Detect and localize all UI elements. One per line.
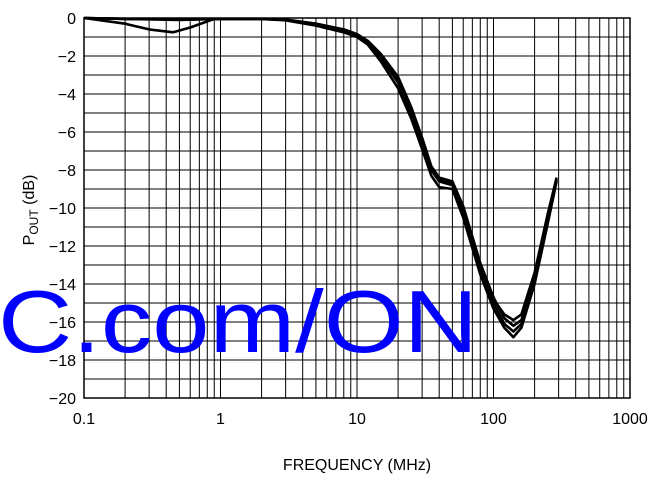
y-tick-label: −2 [58, 49, 76, 66]
x-tick-labels: 0.1 1 10 100 1000 [73, 411, 648, 428]
x-tick-label: 0.1 [73, 411, 95, 428]
x-tick-label: 1 [216, 411, 225, 428]
x-tick-label: 1000 [612, 411, 648, 428]
y-tick-label: −12 [49, 239, 76, 256]
y-tick-label: −16 [49, 315, 76, 332]
y-tick-labels: 0 −2 −4 −6 −8 −10 −12 −14 −16 −18 −20 [49, 11, 76, 408]
x-axis-title: FREQUENCY (MHz) [283, 457, 431, 474]
plot-frame [83, 17, 631, 399]
y-tick-label: −8 [58, 163, 76, 180]
y-axis-title-main: P [21, 235, 38, 246]
x-tick-label: 10 [348, 411, 366, 428]
y-axis-title-sub: OUT [27, 209, 41, 235]
series-line [83, 16, 558, 322]
y-axis-title-unit: (dB) [21, 175, 38, 210]
chart-series-group [83, 16, 558, 339]
y-tick-label: 0 [67, 11, 76, 28]
x-tick-label: 100 [480, 411, 507, 428]
y-tick-label: −10 [49, 201, 76, 218]
y-tick-label: −18 [49, 353, 76, 370]
y-tick-label: −14 [49, 277, 76, 294]
y-tick-label: −20 [49, 391, 76, 408]
y-tick-label: −6 [58, 125, 76, 142]
y-axis-title: POUT (dB) [21, 175, 41, 246]
watermark-text: C.com/ON [0, 272, 478, 371]
y-tick-label: −4 [58, 87, 76, 104]
chart-grid [84, 18, 630, 398]
